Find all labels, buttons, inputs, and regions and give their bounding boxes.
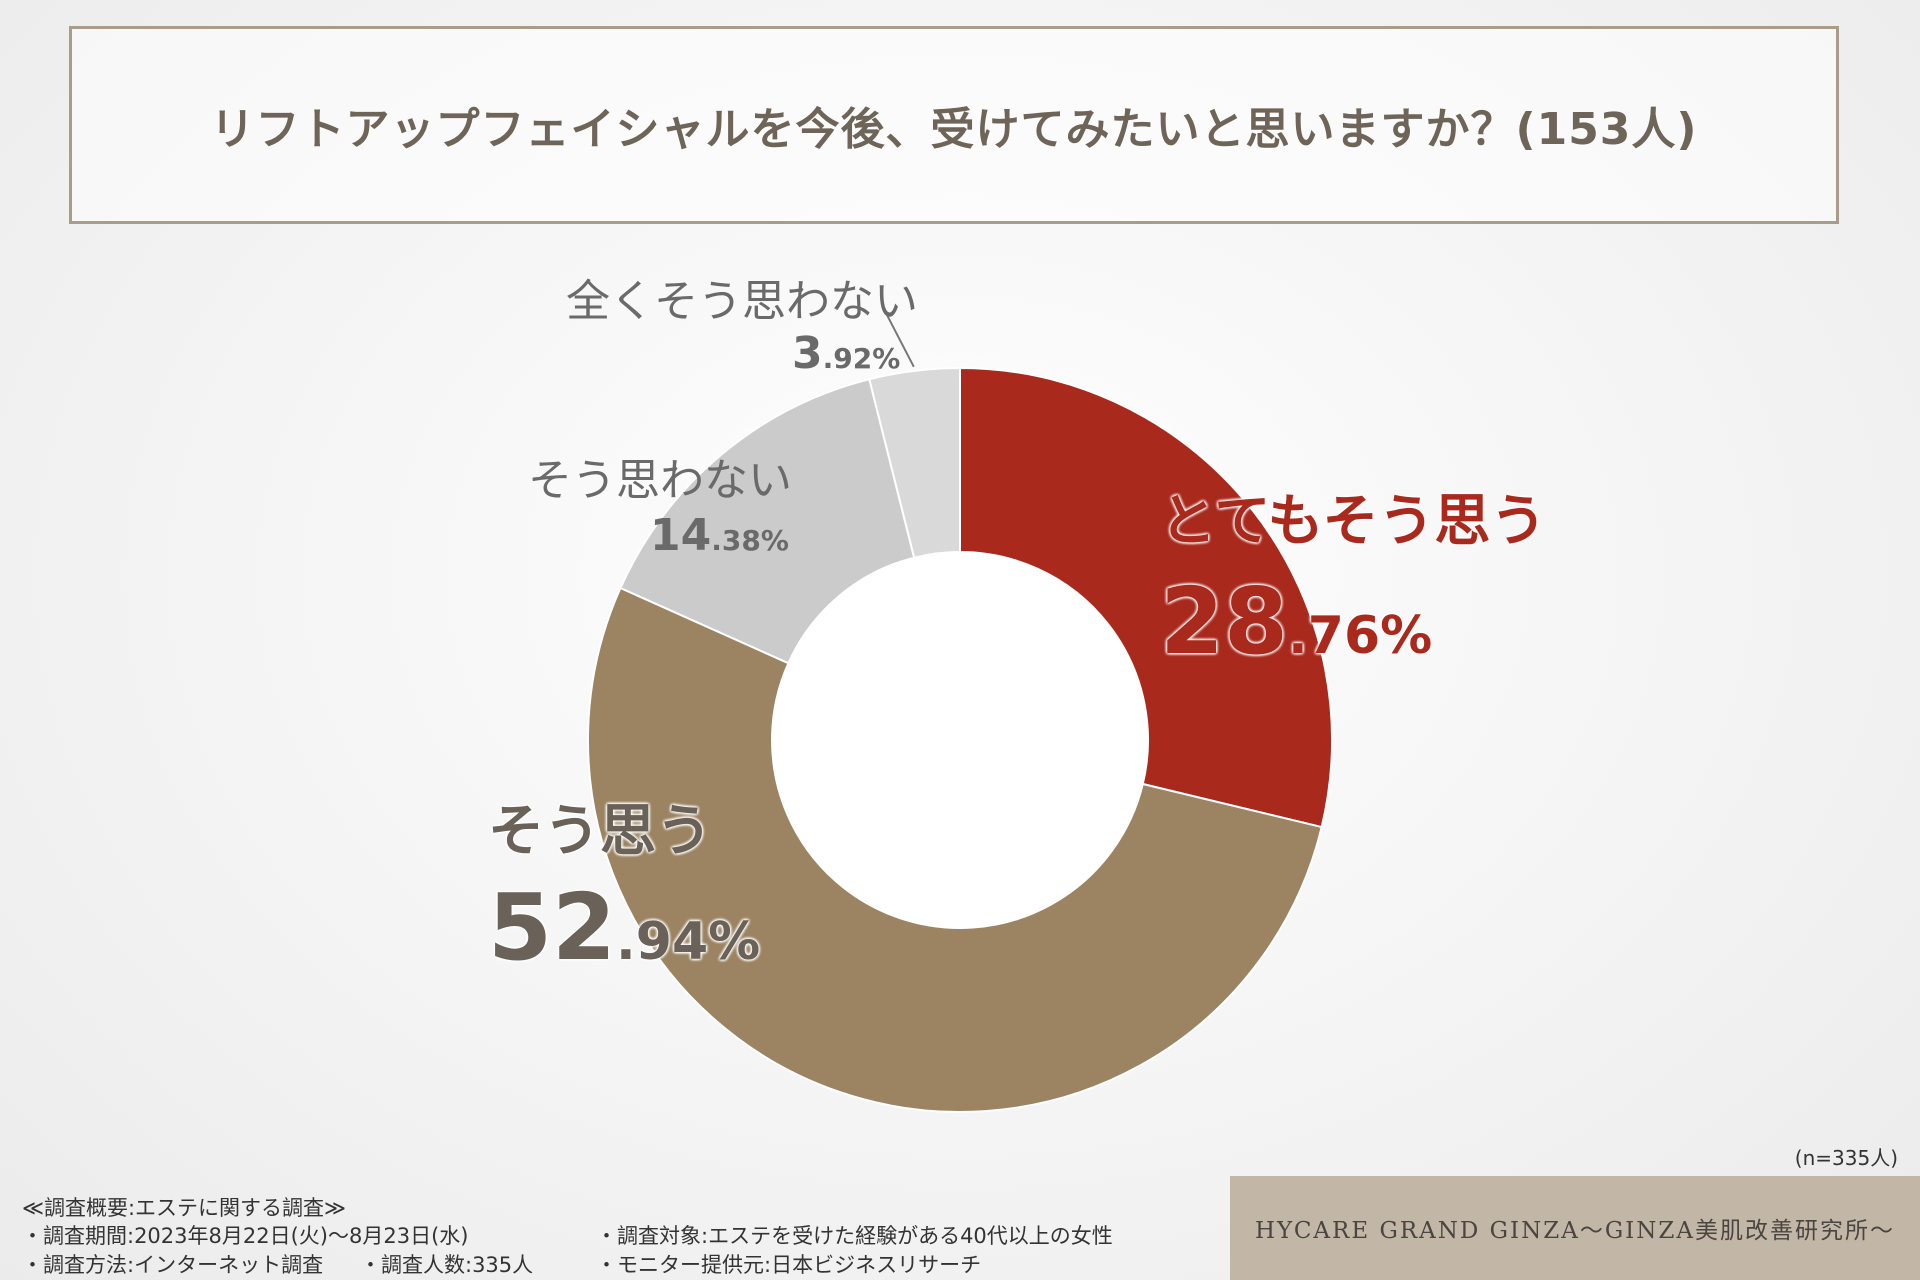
donut-hole — [772, 552, 1148, 928]
title-box: リフトアップフェイシャルを今後、受けてみたいと思いますか？(153人) — [69, 26, 1839, 224]
survey-header: ≪調査概要:エステに関する調査≫ — [22, 1196, 347, 1220]
survey-target: ・調査対象:エステを受けた経験がある40代以上の女性 — [596, 1224, 1113, 1248]
survey-provider: ・モニター提供元:日本ビジネスリサーチ — [596, 1253, 982, 1277]
label-disagree-name: そう思わない — [528, 455, 792, 506]
label-very-agree-value: 28.76% — [1160, 568, 1433, 675]
label-strongly-disagree-value: 3.92% — [792, 328, 901, 379]
label-very-agree-name: とてもそう思う — [1160, 489, 1547, 554]
slice-very-agree — [959, 366, 1333, 829]
survey-count: ・調査人数:335人 — [360, 1253, 534, 1277]
leader-line-strongly-disagree — [882, 308, 915, 368]
label-disagree-value: 14.38% — [650, 510, 789, 561]
survey-period: ・調査期間:2023年8月22日(火)〜8月23日(水) — [22, 1224, 469, 1248]
brand-box: HYCARE GRAND GINZA〜GINZA美肌改善研究所〜 — [1230, 1176, 1920, 1280]
sample-size-note: (n=335人) — [1794, 1146, 1898, 1170]
label-agree-name: そう思う — [488, 799, 712, 864]
label-agree-value: 52.94% — [488, 874, 761, 981]
brand-name: HYCARE GRAND GINZA〜GINZA美肌改善研究所〜 — [1255, 1218, 1895, 1244]
label-strongly-disagree-name: 全くそう思わない — [566, 276, 918, 327]
chart-title: リフトアップフェイシャルを今後、受けてみたいと思いますか？(153人) — [210, 104, 1698, 155]
survey-method: ・調査方法:インターネット調査 — [22, 1253, 324, 1277]
